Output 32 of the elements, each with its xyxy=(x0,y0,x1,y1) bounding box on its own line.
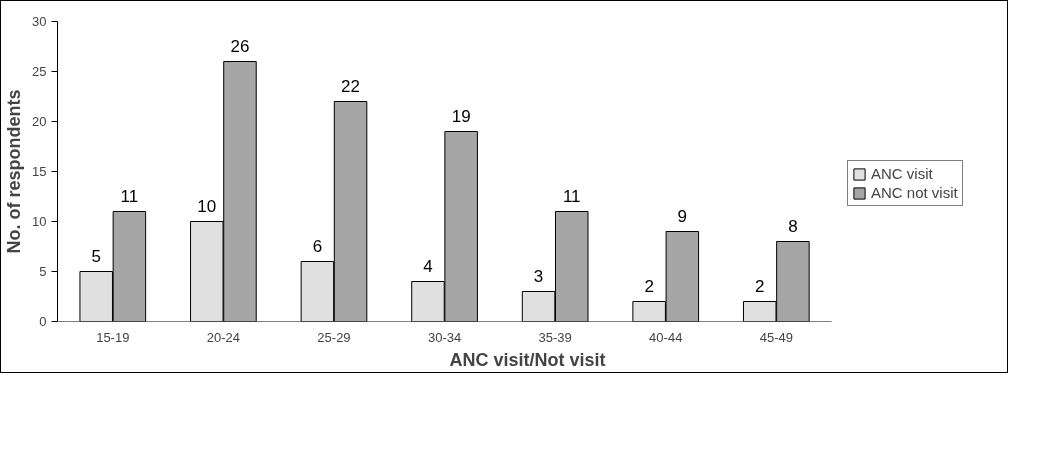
legend-label: ANC visit xyxy=(871,165,933,182)
x-tick-label: 35-39 xyxy=(538,329,572,345)
x-axis-title: ANC visit/Not visit xyxy=(449,349,606,370)
x-tick-label: 40-44 xyxy=(649,329,683,345)
data-label: 11 xyxy=(120,186,139,206)
data-label: 6 xyxy=(312,236,323,256)
x-tick-label: 30-34 xyxy=(427,329,462,345)
x-tick-label: 45-49 xyxy=(759,329,793,345)
y-tick-label: 5 xyxy=(39,264,47,279)
y-tick-label: 25 xyxy=(32,64,47,79)
data-label: 2 xyxy=(644,276,654,296)
data-label: 10 xyxy=(197,196,217,216)
x-tick-label: 20-24 xyxy=(206,329,241,345)
y-tick-label: 15 xyxy=(32,164,47,179)
data-label: 5 xyxy=(91,246,101,266)
data-label: 22 xyxy=(341,76,361,96)
data-label: 19 xyxy=(451,106,471,126)
y-tick-label: 30 xyxy=(32,14,47,29)
y-axis-title: No. of respondents xyxy=(4,89,25,254)
data-label: 2 xyxy=(755,276,765,296)
data-label: 26 xyxy=(230,36,250,56)
y-tick-label: 20 xyxy=(32,114,47,129)
data-label: 9 xyxy=(677,206,688,226)
y-tick-label: 0 xyxy=(39,314,47,329)
legend-label: ANC not visit xyxy=(871,184,958,201)
x-tick-label: 15-19 xyxy=(96,329,130,345)
data-label: 4 xyxy=(423,256,433,276)
x-tick-label: 25-29 xyxy=(317,329,351,345)
data-label: 3 xyxy=(533,266,544,286)
data-label: 8 xyxy=(788,216,798,236)
data-label: 11 xyxy=(562,186,581,206)
y-tick-label: 10 xyxy=(32,214,47,229)
